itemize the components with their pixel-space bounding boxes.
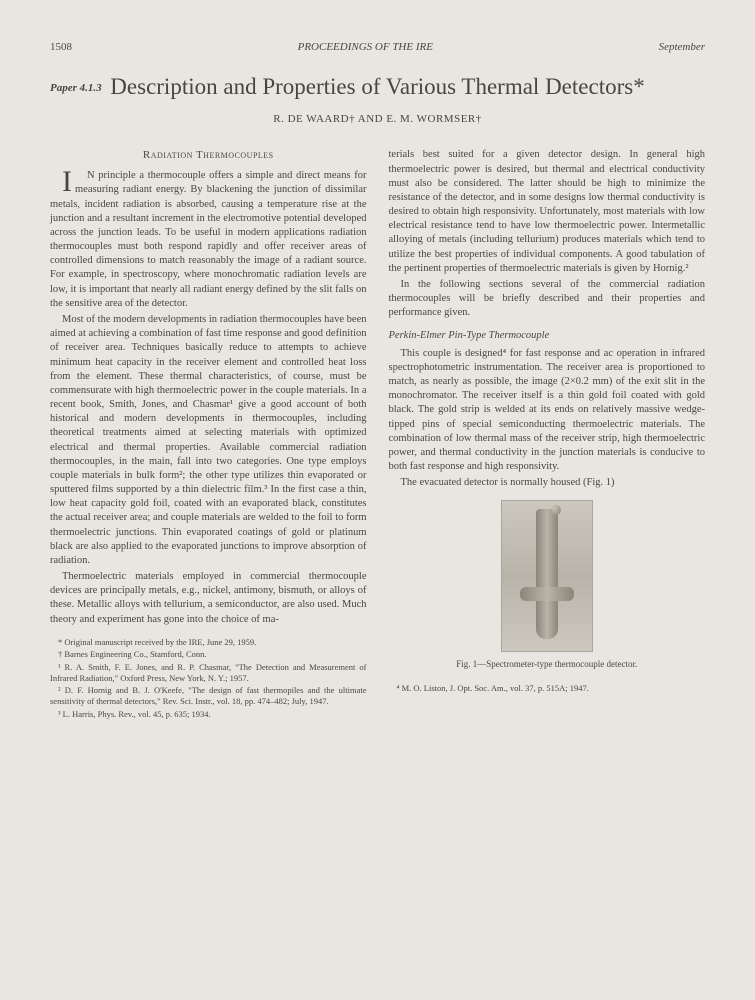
footnote: ⁴ M. O. Liston, J. Opt. Soc. Am., vol. 3… [389, 683, 706, 694]
paragraph: The evacuated detector is normally house… [389, 476, 706, 490]
paragraph: Most of the modern developments in radia… [50, 313, 367, 568]
footnotes: * Original manuscript received by the IR… [50, 637, 367, 719]
paragraph: terials best suited for a given detector… [389, 148, 706, 276]
paragraph: Thermoelectric materials employed in com… [50, 570, 367, 627]
running-header: 1508 PROCEEDINGS OF THE IRE September [50, 40, 705, 55]
article-title: Description and Properties of Various Th… [50, 73, 705, 102]
footnote: ¹ R. A. Smith, F. E. Jones, and R. P. Ch… [50, 662, 367, 683]
paragraph: In the following sections several of the… [389, 278, 706, 321]
detector-body-icon [536, 509, 558, 639]
footnote: * Original manuscript received by the IR… [50, 637, 367, 648]
figure-caption: Fig. 1—Spectrometer-type thermocouple de… [389, 658, 706, 670]
detector-tip-icon [551, 505, 561, 515]
figure-1: Fig. 1—Spectrometer-type thermocouple de… [389, 500, 706, 670]
footnote: ³ L. Harris, Phys. Rev., vol. 45, p. 635… [50, 709, 367, 720]
issue-month: September [659, 40, 705, 55]
left-column: Radiation Thermocouples IN principle a t… [50, 148, 367, 721]
authors: R. DE WAARD† AND E. M. WORMSER† [50, 112, 705, 127]
footnote: † Barnes Engineering Co., Stamford, Conn… [50, 649, 367, 660]
footnote: ² D. F. Hornig and B. J. O'Keefe, "The d… [50, 685, 367, 706]
body-columns: Radiation Thermocouples IN principle a t… [50, 148, 705, 721]
paper-id: Paper 4.1.3 [50, 81, 102, 96]
right-column: terials best suited for a given detector… [389, 148, 706, 721]
page-number: 1508 [50, 40, 72, 55]
paragraph: IN principle a thermocouple offers a sim… [50, 169, 367, 311]
figure-image [501, 500, 593, 652]
journal-name: PROCEEDINGS OF THE IRE [298, 40, 433, 55]
section-heading: Radiation Thermocouples [50, 148, 367, 163]
paragraph: This couple is designed⁴ for fast respon… [389, 347, 706, 475]
title-block: Paper 4.1.3 Description and Properties o… [50, 73, 705, 127]
detector-flange-icon [520, 587, 574, 601]
subsection-heading: Perkin-Elmer Pin-Type Thermocouple [389, 329, 706, 343]
